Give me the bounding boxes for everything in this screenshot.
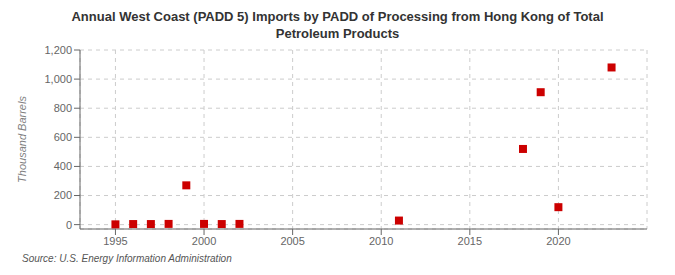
svg-text:2010: 2010	[369, 235, 393, 247]
svg-text:1,200: 1,200	[44, 44, 72, 56]
svg-text:2005: 2005	[280, 235, 304, 247]
svg-text:200: 200	[54, 189, 72, 201]
svg-text:800: 800	[54, 102, 72, 114]
svg-text:400: 400	[54, 160, 72, 172]
svg-text:0: 0	[66, 219, 72, 231]
html-text:Petroleum Products: Petroleum Products	[275, 26, 400, 41]
svg-text:600: 600	[54, 131, 72, 143]
svg-text:2015: 2015	[458, 235, 482, 247]
svg-text:1,000: 1,000	[44, 73, 72, 85]
svg-text:2020: 2020	[546, 235, 570, 247]
svg-text:Thousand Barrels: Thousand Barrels	[16, 96, 28, 183]
svg-text:1995: 1995	[103, 235, 127, 247]
svg-text:2000: 2000	[192, 235, 216, 247]
html-text:Source: U.S. Energy Informatio: Source: U.S. Energy Information Administ…	[22, 253, 232, 264]
html-text:Annual West Coast (PADD 5) Imp: Annual West Coast (PADD 5) Imports by PA…	[71, 9, 604, 24]
